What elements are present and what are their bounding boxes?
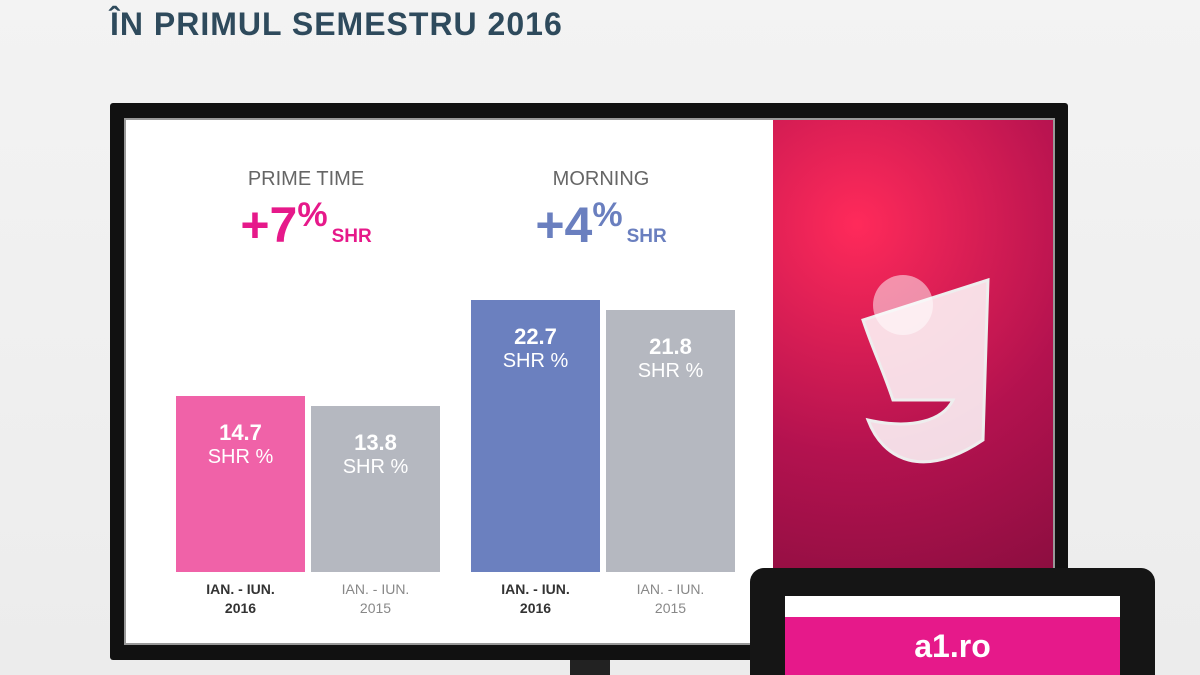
bar: 22.7 SHR % — [471, 299, 600, 572]
category-label: IAN. - IUN. 2016 — [206, 581, 275, 616]
change-unit: % — [592, 196, 623, 234]
value-label: 21.8 — [649, 334, 692, 360]
chart-title: PRIME TIME — [247, 168, 365, 190]
change-value: +4 — [535, 197, 593, 253]
change: +7%SHR — [156, 196, 456, 254]
bar: 21.8 SHR % — [606, 310, 735, 572]
value-label: 22.7 — [514, 323, 557, 349]
change-value: +7 — [240, 197, 298, 253]
value-unit: SHR % — [207, 445, 274, 468]
value-label: 14.7 — [219, 419, 262, 445]
change: +4%SHR — [451, 196, 751, 254]
chart-title: MORNING — [552, 168, 650, 190]
value-unit: SHR % — [502, 349, 569, 372]
bar: 13.8 SHR % — [311, 406, 440, 572]
category-label: IAN. - IUN. 2015 — [636, 581, 705, 616]
logo-panel — [773, 120, 1053, 643]
change-label: SHR — [331, 226, 372, 247]
category-label: IAN. - IUN. 2015 — [341, 581, 410, 616]
value-unit: SHR % — [637, 360, 704, 383]
bar: 14.7 SHR % — [176, 395, 305, 572]
tv-stand — [570, 660, 610, 675]
change-unit: % — [297, 196, 328, 234]
category-label: IAN. - IUN. 2016 — [501, 581, 570, 616]
value-label: 13.8 — [354, 430, 397, 456]
change-label: SHR — [626, 226, 667, 247]
site-label: a1.ro — [785, 617, 1120, 675]
title: ÎN PRIMUL SEMESTRU 2016 — [110, 6, 563, 42]
logo — [861, 275, 990, 464]
value-unit: SHR % — [342, 456, 409, 479]
